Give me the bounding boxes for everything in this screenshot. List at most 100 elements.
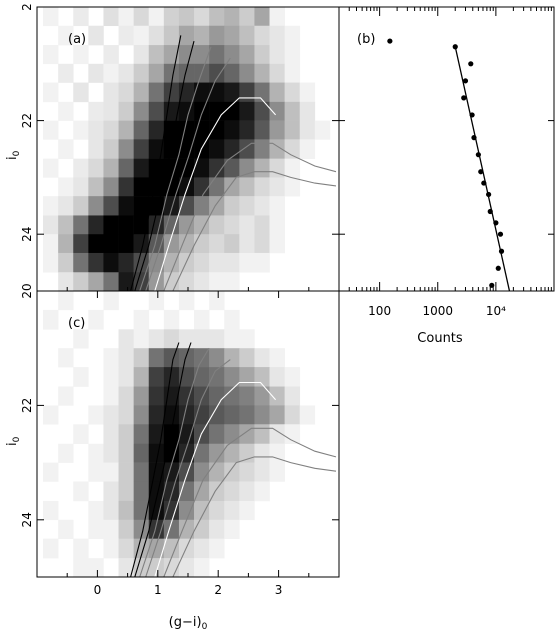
heatmap-cell (209, 538, 225, 559)
heatmap-cell (43, 196, 59, 216)
heatmap-cell (209, 519, 225, 539)
isochrone-line (172, 171, 337, 291)
x-tick-label: 2 (214, 583, 222, 597)
heatmap-cell (148, 386, 165, 406)
heatmap-cell (178, 405, 195, 425)
data-point (452, 44, 458, 50)
heatmap-cell (224, 63, 240, 83)
heatmap-cell (133, 367, 150, 387)
heatmap-cell (118, 196, 134, 216)
heatmap-cell (194, 500, 210, 521)
heatmap-cell (209, 291, 225, 311)
heatmap-cell (148, 558, 165, 578)
heatmap-cell (224, 519, 240, 539)
heatmap-cell (239, 348, 255, 368)
heatmap-cell (269, 386, 285, 406)
heatmap-cell (88, 462, 104, 482)
heatmap-cell (73, 158, 89, 178)
heatmap-cell (254, 25, 270, 46)
heatmap-cell (224, 386, 240, 406)
isochrone-line (130, 35, 182, 291)
heatmap-cell (133, 462, 150, 482)
heatmap-cell (209, 120, 225, 140)
heatmap-cell (269, 405, 285, 425)
heatmap-cell (239, 177, 255, 197)
heatmap-cell (178, 272, 195, 292)
heatmap-cell (178, 7, 195, 27)
heatmap-cell (133, 348, 150, 368)
heatmap-cell (118, 481, 134, 502)
heatmap-cell (118, 139, 134, 159)
x-tick-label: 0 (94, 583, 102, 597)
heatmap-cell (178, 519, 195, 539)
heatmap-cell (103, 45, 119, 65)
heatmap-cell (224, 139, 240, 159)
heatmap-cell (148, 538, 165, 559)
heatmap-cell (148, 424, 165, 445)
heatmap-cell (299, 120, 316, 140)
heatmap-cell (43, 252, 59, 273)
heatmap-cell (224, 120, 240, 140)
heatmap-cell (194, 558, 210, 578)
heatmap-cell (209, 139, 225, 159)
panel-a-heatmap (37, 7, 339, 292)
heatmap-cell (194, 462, 210, 482)
heatmap-cell (73, 234, 89, 254)
heatmap-cell (58, 252, 74, 273)
heatmap-cell (178, 424, 195, 445)
panel-b-points (387, 38, 505, 288)
heatmap-cell (43, 309, 59, 330)
heatmap-cell (178, 63, 195, 83)
heatmap-cell (194, 481, 210, 502)
heatmap-cell (103, 424, 119, 445)
isochrone-line (145, 359, 231, 577)
heatmap-cell (269, 234, 285, 254)
heatmap-cell (148, 25, 165, 46)
y-tick-label: 20 (20, 283, 34, 298)
heatmap-cell (163, 25, 180, 46)
heatmap-cell (284, 367, 301, 387)
heatmap-cell (314, 120, 331, 140)
isochrone-line (163, 142, 337, 291)
heatmap-cell (194, 348, 210, 368)
heatmap-cell (103, 196, 119, 216)
isochrone-line (145, 57, 231, 291)
heatmap-cell (88, 139, 104, 159)
heatmap-cell (88, 25, 104, 46)
heatmap-cell (133, 25, 150, 46)
isochrone-line (134, 342, 192, 577)
heatmap-cell (194, 101, 210, 121)
heatmap-cell (88, 558, 104, 578)
heatmap-cell (194, 386, 210, 406)
heatmap-cell (163, 139, 180, 159)
heatmap-cell (178, 538, 195, 559)
heatmap-cell (118, 177, 134, 197)
heatmap-cell (178, 120, 195, 140)
heatmap-cell (88, 158, 104, 178)
heatmap-cell (299, 405, 316, 425)
panel-b: 100 1000 10⁴ (b) Counts (338, 6, 555, 346)
heatmap-cell (254, 405, 270, 425)
heatmap-cell (43, 7, 59, 27)
heatmap-cell (209, 443, 225, 463)
heatmap-cell (178, 329, 195, 349)
heatmap-cell (163, 45, 180, 65)
heatmap-cell (254, 424, 270, 445)
heatmap-cell (269, 158, 285, 178)
heatmap-cell (239, 386, 255, 406)
heatmap-cell (103, 63, 119, 83)
heatmap-cell (209, 7, 225, 27)
heatmap-cell (58, 101, 74, 121)
heatmap-cell (58, 386, 74, 406)
heatmap-cell (88, 309, 104, 330)
heatmap-cell (103, 405, 119, 425)
heatmap-cell (239, 139, 255, 159)
heatmap-cell (58, 272, 74, 292)
y-tick-label: 22 (20, 113, 34, 128)
heatmap-cell (224, 329, 240, 349)
heatmap-cell (269, 82, 285, 103)
data-point (478, 169, 484, 175)
heatmap-cell (239, 424, 255, 445)
heatmap-cell (284, 139, 301, 159)
